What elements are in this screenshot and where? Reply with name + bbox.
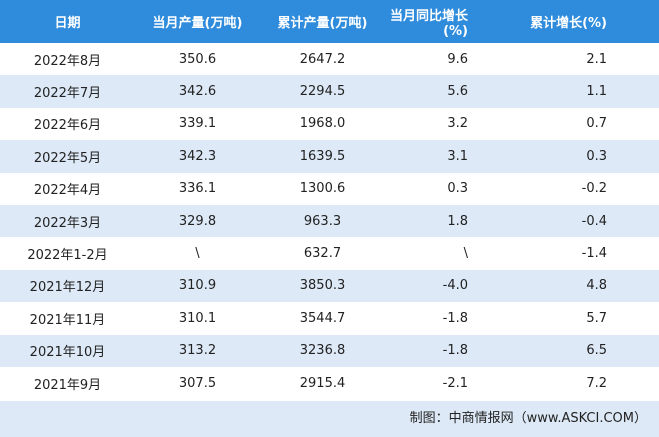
- table-cell: 6.5: [520, 334, 659, 367]
- table-cell: 5.7: [586, 310, 607, 326]
- table-cell: \: [463, 246, 468, 262]
- table-cell: 2294.5: [260, 75, 385, 108]
- table-cell: 2915.4: [299, 375, 346, 391]
- table-cell: 2022年1-2月: [27, 248, 108, 264]
- table-cell: -1.8: [385, 334, 520, 367]
- table-cell: 0.7: [586, 116, 607, 132]
- table-cell: 342.6: [135, 75, 260, 108]
- table-cell: 1639.5: [260, 140, 385, 173]
- table-cell: -0.4: [520, 204, 659, 238]
- table-cell: 1300.6: [299, 181, 346, 197]
- table-row: 2021年12月 310.9 3850.3 -4.0 4.8: [0, 269, 659, 303]
- table-cell: 0.3: [447, 181, 468, 197]
- table-cell: 1968.0: [299, 116, 346, 132]
- table-cell: 963.3: [260, 204, 385, 238]
- table-cell: 310.1: [178, 310, 217, 326]
- header-row: 日期 当月产量(万吨) 累计产量(万吨) 当月同比增长(%) 累计增长(%): [0, 0, 659, 43]
- table-row: 2022年5月 342.3 1639.5 3.1 0.3: [0, 140, 659, 173]
- table-cell: 3850.3: [260, 269, 385, 303]
- table-cell: 2.1: [586, 51, 607, 67]
- table-cell: 7.2: [586, 375, 607, 391]
- table-cell: 310.9: [135, 269, 260, 303]
- table-cell: 3236.8: [260, 334, 385, 367]
- table-cell: 339.1: [178, 116, 217, 132]
- data-table: 日期 当月产量(万吨) 累计产量(万吨) 当月同比增长(%) 累计增长(%) 2022年…: [0, 0, 659, 399]
- table-cell: 2022年7月: [0, 75, 135, 108]
- table-cell: 336.1: [178, 181, 217, 197]
- header-cell: 累计增长(%): [520, 0, 659, 43]
- table-cell: 3.2: [447, 116, 468, 132]
- table-cell: 9.6: [447, 51, 468, 67]
- table-cell: 307.5: [178, 375, 217, 391]
- table-cell: 3544.7: [299, 310, 346, 326]
- table-row: 2022年6月 339.1 1968.0 3.2 0.7: [0, 108, 659, 140]
- header-cell: 当月同比增长(%): [385, 0, 520, 43]
- header-cell: 当月产量(万吨): [135, 0, 260, 43]
- table-cell: 2022年4月: [33, 183, 102, 199]
- table-cell: 1.8: [385, 204, 520, 238]
- table-row: 2022年3月 329.8 963.3 1.8 -0.4: [0, 204, 659, 238]
- table-cell: -0.2: [581, 181, 607, 197]
- source-note: 制图：中商情报网（www.ASKCI.COM）: [0, 401, 659, 437]
- table-row: 2022年8月 350.6 2647.2 9.6 2.1: [0, 43, 659, 75]
- table-cell: \: [195, 246, 200, 262]
- table-row: 2022年7月 342.6 2294.5 5.6 1.1: [0, 75, 659, 108]
- table-cell: 1.1: [520, 75, 659, 108]
- table-cell: -1.4: [581, 246, 607, 262]
- table-cell: 2647.2: [299, 51, 346, 67]
- header-cell: 累计产量(万吨): [260, 0, 385, 43]
- table-row: 2021年9月 307.5 2915.4 -2.1 7.2: [0, 367, 659, 399]
- table-cell: 2021年9月: [33, 377, 102, 393]
- table-cell: -1.8: [442, 310, 468, 326]
- table-cell: 2021年12月: [0, 269, 135, 303]
- table-row: 2021年11月 310.1 3544.7 -1.8 5.7: [0, 302, 659, 334]
- table-cell: 4.8: [520, 269, 659, 303]
- table-cell: 2022年3月: [0, 204, 135, 238]
- table-cell: 632.7: [303, 246, 342, 262]
- table-cell: 2022年6月: [33, 118, 102, 134]
- table-row: 2021年10月 313.2 3236.8 -1.8 6.5: [0, 334, 659, 367]
- table-cell: 2021年10月: [0, 334, 135, 367]
- table-cell: -4.0: [385, 269, 520, 303]
- table-body: 2022年8月 350.6 2647.2 9.6 2.1 2022年7月 342.6 2294…: [0, 43, 659, 399]
- table-row: 2022年1-2月 \ 632.7 \ -1.4: [0, 237, 659, 269]
- table-cell: 329.8: [135, 204, 260, 238]
- table-cell: 2022年8月: [33, 53, 102, 69]
- table-cell: 0.3: [520, 140, 659, 173]
- table-cell: 342.3: [135, 140, 260, 173]
- table-cell: 5.6: [385, 75, 520, 108]
- table-cell: 2021年11月: [29, 312, 106, 328]
- table-cell: -2.1: [442, 375, 468, 391]
- header-cell: 日期: [0, 0, 135, 43]
- table-row: 2022年4月 336.1 1300.6 0.3 -0.2: [0, 173, 659, 205]
- table-cell: 2022年5月: [0, 140, 135, 173]
- table-cell: 3.1: [385, 140, 520, 173]
- table-cell: 350.6: [178, 51, 217, 67]
- table-cell: 313.2: [135, 334, 260, 367]
